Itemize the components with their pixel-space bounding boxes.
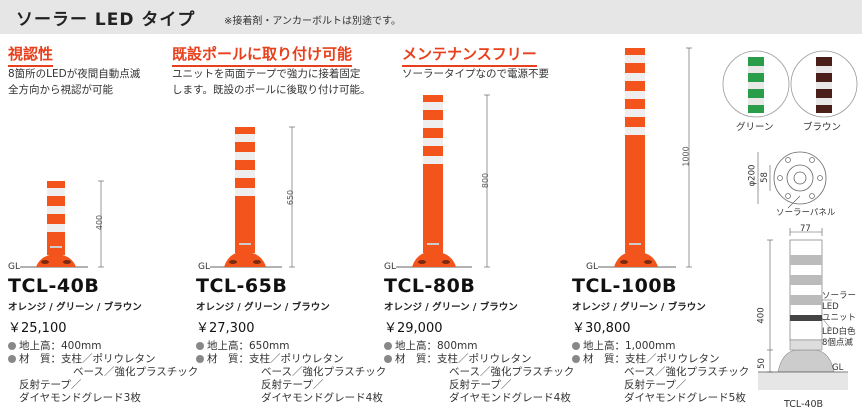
page-title: ソーラー LED タイプ bbox=[16, 10, 196, 30]
swatch-brown bbox=[790, 50, 858, 118]
swatch-green bbox=[722, 50, 790, 118]
bullet-icon bbox=[572, 355, 580, 363]
feature-line: 全方向から視認が可能 bbox=[8, 84, 113, 96]
product-colors: オレンジ / グリーン / ブラウン bbox=[572, 302, 706, 313]
led-note-line: 8個点滅 bbox=[822, 338, 853, 348]
product-colors: オレンジ / グリーン / ブラウン bbox=[384, 302, 518, 313]
bullet-icon bbox=[196, 342, 204, 350]
spec-line: ダイヤモンドグレード5枚 bbox=[624, 392, 746, 404]
feature-title-visibility: 視認性 bbox=[8, 43, 54, 67]
led-unit-line: ユニット bbox=[822, 313, 857, 323]
feature-body-maintenance: ソーラータイプなので電源不要 bbox=[402, 66, 549, 82]
product-name: TCL-80B bbox=[384, 275, 476, 297]
spec-material: 材 質：支柱／ポリウレタン bbox=[395, 353, 532, 365]
width-label: 77 bbox=[800, 224, 811, 234]
bullet-icon bbox=[8, 355, 16, 363]
gl-label: GL bbox=[586, 262, 598, 272]
diagram-gl-label: GL bbox=[832, 363, 844, 373]
gl-label: GL bbox=[8, 262, 20, 272]
bullet-icon bbox=[384, 355, 392, 363]
spec-material: 材 質：支柱／ポリウレタン bbox=[19, 353, 156, 365]
led-note-line: LED白色 bbox=[822, 327, 856, 337]
gl-label: GL bbox=[198, 262, 210, 272]
bollard-tcl-65b bbox=[210, 126, 295, 268]
product-specs: 地上高：800mm 材 質：支柱／ポリウレタン ベース／強化プラスチック 反射テ… bbox=[384, 340, 574, 405]
bollard-tcl-80b bbox=[396, 94, 490, 268]
product-name: TCL-40B bbox=[8, 275, 100, 297]
product-specs: 地上高：650mm 材 質：支柱／ポリウレタン ベース／強化プラスチック 反射テ… bbox=[196, 340, 386, 405]
bullet-icon bbox=[384, 342, 392, 350]
product-name: TCL-65B bbox=[196, 275, 288, 297]
solar-panel-label: ソーラーパネル bbox=[776, 208, 836, 218]
product-name: TCL-100B bbox=[572, 275, 678, 297]
height-label-65b: 650 bbox=[286, 189, 296, 206]
product-specs: 地上高：1,000mm 材 質：支柱／ポリウレタン ベース／強化プラスチック 反… bbox=[572, 340, 749, 405]
led-note-label: LED白色 8個点滅 bbox=[822, 327, 856, 349]
spec-height: 地上高：800mm bbox=[395, 340, 478, 352]
bullet-icon bbox=[572, 342, 580, 350]
height-label-100b: 1000 bbox=[681, 146, 691, 167]
spec-line: 反射テープ／ bbox=[19, 379, 82, 391]
bollard-tcl-100b bbox=[598, 47, 692, 268]
feature-title-retrofit: 既設ポールに取り付け可能 bbox=[172, 43, 353, 67]
spec-height: 地上高：650mm bbox=[207, 340, 290, 352]
spec-line: 反射テープ／ bbox=[261, 379, 324, 391]
spec-height: 地上高：1,000mm bbox=[583, 340, 676, 352]
spec-line: ダイヤモンドグレード4枚 bbox=[449, 392, 571, 404]
gl-label: GL bbox=[384, 262, 396, 272]
bollard-tcl-40b bbox=[20, 180, 104, 268]
product-price: ￥29,000 bbox=[384, 321, 443, 336]
header-bar: ソーラー LED タイプ ※接着剤・アンカーボルトは別途です。 bbox=[0, 0, 862, 34]
feature-line: 8箇所のLEDが夜間自動点滅 bbox=[8, 68, 141, 80]
radius-label: 58 bbox=[759, 172, 770, 183]
spec-line: ベース／強化プラスチック bbox=[261, 366, 387, 378]
feature-title-maintenance: メンテナンスフリー bbox=[402, 43, 537, 67]
spec-line: ダイヤモンドグレード3枚 bbox=[19, 392, 141, 404]
spec-material: 材 質：支柱／ポリウレタン bbox=[207, 353, 344, 365]
product-colors: オレンジ / グリーン / ブラウン bbox=[196, 302, 330, 313]
height-label-40b: 400 bbox=[95, 214, 105, 231]
product-specs: 地上高：400mm 材 質：支柱／ポリウレタン ベース／強化プラスチック 反射テ… bbox=[8, 340, 198, 405]
spec-line: ダイヤモンドグレード4枚 bbox=[261, 392, 383, 404]
swatch-label-brown: ブラウン bbox=[803, 122, 842, 133]
product-colors: オレンジ / グリーン / ブラウン bbox=[8, 302, 142, 313]
product-price: ￥30,800 bbox=[572, 321, 631, 336]
spec-line: 反射テープ／ bbox=[624, 379, 687, 391]
feature-line: ユニットを両面テープで強力に接着固定 bbox=[172, 68, 361, 80]
header-note: ※接着剤・アンカーボルトは別途です。 bbox=[224, 16, 401, 27]
elevation-height-label: 400 bbox=[756, 307, 767, 324]
diameter-label: φ200 bbox=[747, 164, 758, 187]
feature-body-visibility: 8箇所のLEDが夜間自動点滅 全方向から視認が可能 bbox=[8, 66, 140, 98]
feature-body-retrofit: ユニットを両面テープで強力に接着固定 します。既設のポールに後取り付け可能。 bbox=[172, 66, 370, 98]
top-view-diagram bbox=[757, 151, 827, 209]
feature-line: ソーラータイプなので電源不要 bbox=[402, 68, 549, 80]
product-price: ￥25,100 bbox=[8, 321, 67, 336]
diagram-caption: TCL-40B bbox=[784, 399, 824, 410]
spec-material: 材 質：支柱／ポリウレタン bbox=[583, 353, 720, 365]
swatch-label-green: グリーン bbox=[736, 122, 774, 133]
bullet-icon bbox=[8, 342, 16, 350]
led-unit-line: LED bbox=[822, 302, 839, 312]
spec-line: ベース／強化プラスチック bbox=[624, 366, 750, 378]
spec-line: 反射テープ／ bbox=[449, 379, 512, 391]
spec-height: 地上高：400mm bbox=[19, 340, 102, 352]
bullet-icon bbox=[196, 355, 204, 363]
spec-line: ベース／強化プラスチック bbox=[73, 366, 199, 378]
feature-line: します。既設のポールに後取り付け可能。 bbox=[172, 84, 371, 96]
led-unit-line: ソーラー bbox=[822, 291, 857, 301]
spec-line: ベース／強化プラスチック bbox=[449, 366, 575, 378]
base-height-label: 50 bbox=[756, 358, 767, 369]
height-label-80b: 800 bbox=[481, 172, 491, 189]
led-unit-label: ソーラー LED ユニット bbox=[822, 291, 856, 324]
product-price: ￥27,300 bbox=[196, 321, 255, 336]
side-elevation-diagram bbox=[758, 228, 848, 390]
